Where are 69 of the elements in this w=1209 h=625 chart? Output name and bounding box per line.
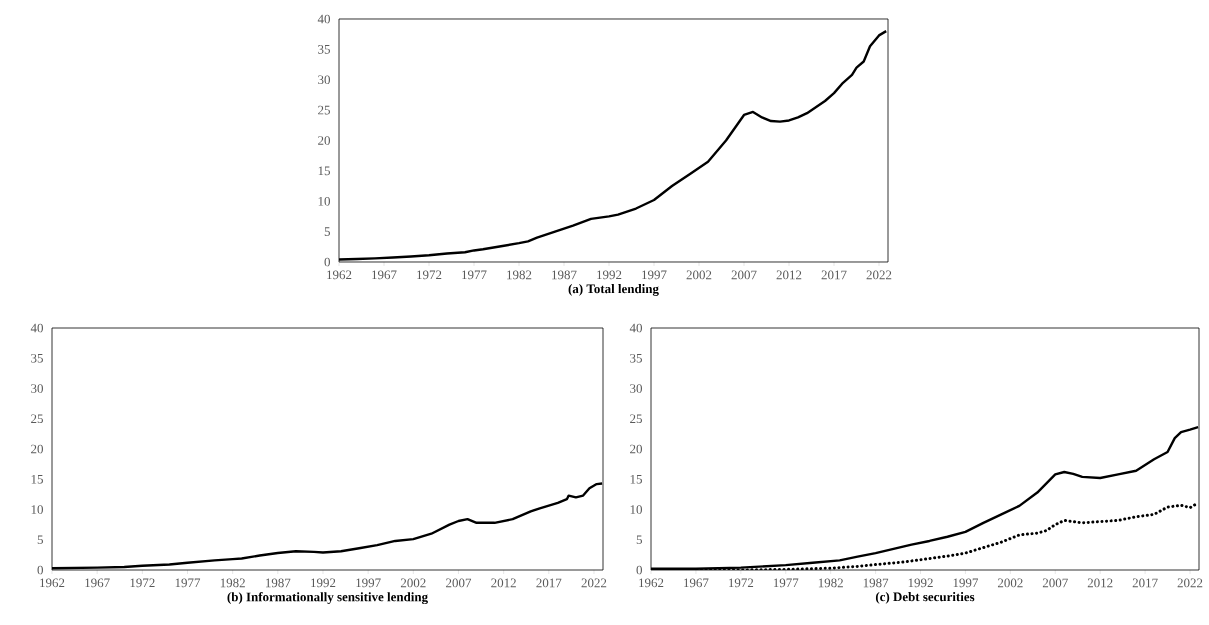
- x-tick-label: 1987: [863, 578, 889, 588]
- y-tick-label: 30: [31, 384, 43, 393]
- x-tick-label: 2017: [821, 270, 847, 280]
- x-tick-label: 2002: [400, 578, 426, 588]
- y-tick-label: 40: [629, 323, 642, 333]
- x-tick-label: 1992: [908, 578, 933, 588]
- y-tick-label: 30: [318, 75, 330, 85]
- y-tick-label: 25: [31, 414, 43, 424]
- y-tick-label: 10: [630, 505, 642, 514]
- x-tick-label: 2022: [1177, 578, 1203, 588]
- x-tick-label: 2012: [1087, 578, 1113, 588]
- x-tick-label: 1977: [175, 578, 201, 588]
- y-tick-label: 30: [630, 384, 642, 393]
- y-tick-label: 25: [630, 414, 642, 424]
- y-tick-label: 20: [318, 136, 330, 145]
- y-tick-label: 35: [31, 353, 43, 363]
- x-tick-label: 1982: [818, 578, 843, 588]
- x-tick-label: 2022: [866, 270, 892, 280]
- x-tick-label: 1977: [462, 270, 487, 280]
- x-tick-label: 2002: [997, 578, 1023, 588]
- x-tick-label: 1997: [356, 578, 381, 588]
- x-tick-label: 1962: [40, 578, 65, 588]
- x-tick-label: 1972: [729, 578, 754, 588]
- x-tick-label: 2017: [536, 578, 562, 588]
- x-axis-title: (c) Debt securities: [875, 592, 975, 604]
- y-tick-label: 0: [636, 565, 642, 575]
- x-tick-label: 1997: [642, 270, 667, 280]
- x-tick-label: 1997: [953, 578, 979, 588]
- x-tick-label: 2002: [686, 270, 712, 280]
- x-tick-label: 1962: [327, 270, 352, 280]
- x-tick-label: 1987: [266, 578, 291, 588]
- x-tick-label: 1992: [311, 578, 336, 588]
- y-tick-label: 20: [630, 444, 642, 454]
- x-tick-label: 1962: [639, 578, 664, 588]
- x-tick-label: 1982: [220, 578, 245, 588]
- x-axis-title: (b) Informationally sensitive lending: [227, 592, 428, 605]
- y-tick-label: 10: [318, 196, 330, 206]
- y-tick-label: 40: [317, 14, 330, 24]
- y-tick-label: 35: [630, 353, 642, 363]
- x-tick-label: 1972: [130, 578, 155, 588]
- x-tick-label: 2007: [446, 578, 472, 588]
- x-tick-label: 1967: [684, 578, 709, 588]
- x-axis-title: (a) Total lending: [568, 284, 659, 296]
- y-tick-label: 5: [636, 535, 642, 545]
- y-tick-label: 35: [318, 45, 330, 54]
- x-tick-label: 1992: [597, 270, 622, 280]
- y-tick-label: 15: [318, 166, 330, 176]
- y-tick-label: 20: [31, 444, 43, 454]
- x-tick-label: 2017: [1132, 578, 1158, 588]
- y-tick-label: 40: [30, 323, 43, 333]
- x-tick-label: 2007: [1042, 578, 1068, 588]
- y-tick-label: 5: [37, 535, 43, 545]
- y-tick-label: 0: [37, 565, 43, 575]
- y-tick-label: 15: [630, 474, 642, 484]
- x-tick-label: 2007: [731, 270, 757, 280]
- y-tick-label: 5: [324, 227, 330, 236]
- y-tick-label: 25: [318, 105, 330, 115]
- y-tick-label: 15: [31, 474, 43, 484]
- x-tick-label: 1987: [552, 270, 577, 280]
- x-tick-label: 2012: [776, 270, 802, 280]
- x-tick-label: 1967: [372, 270, 397, 280]
- x-tick-label: 1982: [507, 270, 532, 280]
- x-tick-label: 1967: [85, 578, 110, 588]
- x-tick-label: 1972: [417, 270, 442, 280]
- x-tick-label: 2022: [581, 578, 607, 588]
- y-tick-label: 10: [31, 505, 43, 514]
- x-tick-label: 1977: [773, 578, 799, 588]
- x-tick-label: 2012: [491, 578, 516, 588]
- y-tick-label: 0: [324, 257, 330, 267]
